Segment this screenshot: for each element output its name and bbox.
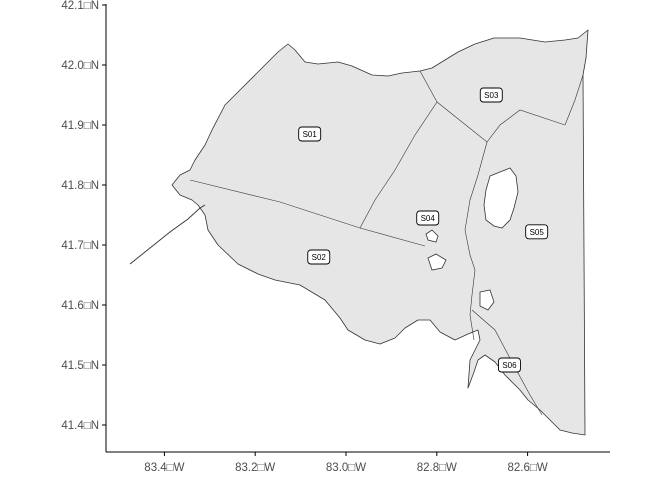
boundary-s01-s02 <box>189 179 426 247</box>
zone-label-text: S03 <box>484 91 499 100</box>
y-tick-label: 41.6□N <box>61 300 99 312</box>
x-tick-label: 83.0□W <box>326 462 366 474</box>
zone-label-text: S05 <box>530 228 545 237</box>
zone-label-s03: S03 <box>479 87 503 103</box>
boundary-s04-s05 <box>464 141 488 296</box>
y-tick-label: 42.1□N <box>61 0 99 12</box>
axes: 83.4□W 83.2□W 83.0□W 82.8□W 82.6□W 42.1□N42.… <box>61 0 610 474</box>
zone-label-box <box>479 87 503 103</box>
y-tick-label: 41.9□N <box>61 120 99 132</box>
zone-label-box <box>416 210 440 226</box>
x-tick-label: 83.4□W <box>144 462 184 474</box>
small-island-1 <box>425 229 439 243</box>
zone-label-box <box>307 249 331 265</box>
boundary-s03-s04 <box>436 101 566 143</box>
y-tick-label: 41.5□N <box>61 360 99 372</box>
pelee-island <box>483 167 519 229</box>
y-tick-label: 41.7□N <box>61 240 99 252</box>
zone-label-box <box>525 224 549 240</box>
river-arm <box>129 204 206 265</box>
small-island-3 <box>479 289 495 311</box>
y-tick-label: 42.0□N <box>61 60 99 72</box>
zone-label-text: S04 <box>421 214 436 223</box>
boundary-s01-s04 <box>359 101 438 229</box>
zone-label-s04: S04 <box>416 210 440 226</box>
lake-basin <box>129 29 589 436</box>
boundary-s01-s03 <box>419 70 438 103</box>
small-island-2 <box>427 253 447 271</box>
x-ticks: 83.4□W 83.2□W 83.0□W 82.8□W 82.6□W <box>144 452 548 474</box>
y-tick-label: 41.4□N <box>61 420 99 432</box>
boundary-s05-s06 <box>469 294 475 341</box>
x-tick-label: 82.8□W <box>417 462 457 474</box>
x-tick-label: 83.2□W <box>235 462 275 474</box>
y-tick-label: 41.8□N <box>61 180 99 192</box>
zone-label-s02: S02 <box>307 249 331 265</box>
zone-label-box <box>298 126 322 142</box>
zone-label-s01: S01 <box>298 126 322 142</box>
zone-label-s06: S06 <box>497 357 521 373</box>
x-tick-label: 82.6□W <box>508 462 548 474</box>
basin-outline <box>171 29 589 436</box>
zone-label-text: S01 <box>303 130 318 139</box>
y-ticks: 42.1□N 42.0□N 41.9□N 41.8□N 41.7□N 41.6□N 41.5… <box>61 0 106 432</box>
zone-label-box <box>497 357 521 373</box>
zone-label-s05: S05 <box>525 224 549 240</box>
zone-label-text: S02 <box>312 253 327 262</box>
zone-label-text: S06 <box>502 361 517 370</box>
zone-labels: S01 S02 S03 S04 S05 S06 <box>298 87 549 373</box>
boundary-s03-s05 <box>564 74 584 126</box>
